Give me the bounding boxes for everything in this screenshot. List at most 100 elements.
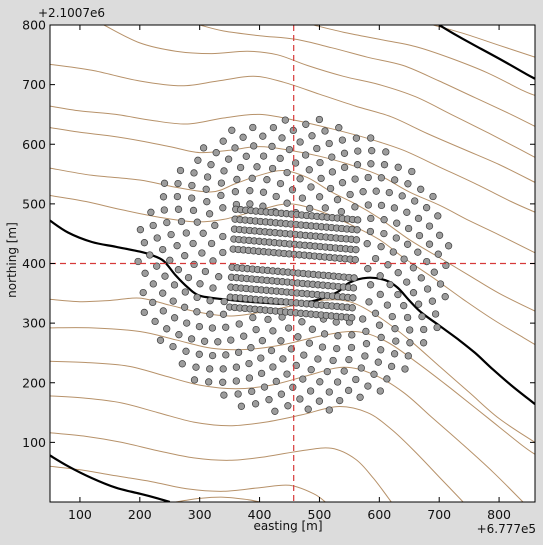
- marker-point: [329, 356, 337, 365]
- marker-point: [434, 212, 442, 220]
- y-tick-label: 600: [22, 137, 46, 152]
- marker-point: [276, 154, 284, 163]
- marker-point: [364, 382, 372, 390]
- marker-point: [354, 216, 362, 224]
- marker-point: [176, 166, 185, 175]
- marker-point: [220, 297, 228, 306]
- marker-point: [325, 406, 333, 414]
- marker-point: [403, 278, 411, 286]
- marker-point: [206, 310, 214, 318]
- marker-point: [199, 144, 208, 152]
- marker-point: [362, 327, 370, 336]
- marker-point: [284, 402, 292, 410]
- marker-point: [163, 325, 171, 333]
- marker-point: [141, 269, 149, 277]
- marker-point: [149, 221, 157, 230]
- marker-point: [251, 400, 260, 408]
- marker-point: [387, 362, 396, 371]
- marker-point: [391, 325, 399, 333]
- marker-point: [151, 317, 159, 326]
- marker-point: [276, 179, 285, 188]
- marker-point: [240, 332, 248, 340]
- marker-point: [301, 151, 310, 159]
- marker-point: [420, 325, 428, 334]
- marker-point: [211, 221, 219, 230]
- marker-point: [269, 123, 278, 132]
- marker-point: [233, 175, 241, 184]
- marker-point: [147, 208, 155, 216]
- marker-point: [408, 167, 416, 176]
- marker-point: [181, 252, 189, 260]
- marker-point: [403, 313, 412, 322]
- marker-point: [278, 134, 286, 142]
- marker-point: [149, 298, 157, 307]
- marker-point: [249, 123, 257, 132]
- marker-point: [431, 310, 440, 318]
- marker-point: [377, 346, 385, 354]
- marker-point: [193, 293, 201, 302]
- marker-point: [333, 378, 342, 386]
- marker-point: [425, 222, 434, 230]
- marker-point: [206, 297, 214, 305]
- marker-point: [349, 284, 358, 292]
- marker-point: [348, 314, 356, 322]
- marker-point: [208, 351, 217, 360]
- marker-point: [334, 332, 342, 340]
- marker-point: [220, 167, 228, 175]
- marker-point: [287, 345, 296, 353]
- y-tick-label: 100: [22, 435, 46, 450]
- marker-point: [325, 388, 333, 396]
- marker-point: [371, 254, 380, 263]
- marker-point: [220, 391, 228, 399]
- contour-line: [50, 105, 535, 213]
- marker-point: [206, 365, 214, 373]
- marker-point: [398, 192, 406, 200]
- y-tick-label: 700: [22, 77, 46, 92]
- marker-point: [209, 257, 217, 265]
- y-tick-label: 800: [22, 18, 46, 33]
- marker-point: [357, 364, 365, 372]
- marker-point: [190, 169, 198, 177]
- x-tick-label: 400: [248, 507, 272, 522]
- marker-point: [139, 288, 147, 297]
- marker-point: [222, 351, 230, 359]
- marker-point: [353, 161, 362, 169]
- marker-point: [428, 297, 437, 305]
- marker-point: [370, 370, 378, 378]
- marker-point: [263, 176, 271, 184]
- major-contour-line: [438, 25, 535, 80]
- marker-point: [349, 294, 357, 302]
- marker-point: [260, 383, 269, 391]
- marker-point: [296, 138, 304, 146]
- marker-point: [351, 256, 359, 264]
- marker-point: [333, 196, 342, 204]
- marker-point: [136, 226, 145, 234]
- marker-point: [361, 352, 369, 360]
- marker-point: [161, 272, 169, 280]
- marker-point: [249, 313, 257, 322]
- marker-point: [146, 251, 154, 259]
- marker-point: [174, 266, 183, 274]
- marker-point: [404, 224, 413, 233]
- marker-point: [444, 242, 453, 250]
- marker-point: [227, 336, 235, 344]
- marker-point: [296, 175, 304, 183]
- marker-point: [317, 174, 325, 183]
- contour-line: [50, 195, 535, 346]
- marker-point: [346, 190, 354, 199]
- contour-line: [313, 25, 535, 96]
- marker-point: [430, 268, 438, 276]
- marker-point: [436, 280, 445, 288]
- marker-point: [288, 186, 297, 194]
- marker-point: [353, 226, 361, 234]
- marker-point: [159, 289, 167, 297]
- marker-point: [422, 204, 431, 212]
- contour-line: [103, 25, 535, 158]
- marker-point: [153, 234, 161, 242]
- marker-point: [219, 204, 227, 212]
- y-tick-label: 400: [22, 256, 46, 271]
- marker-point: [352, 134, 361, 142]
- marker-point: [390, 350, 399, 358]
- marker-point: [321, 127, 329, 135]
- marker-point: [298, 318, 306, 326]
